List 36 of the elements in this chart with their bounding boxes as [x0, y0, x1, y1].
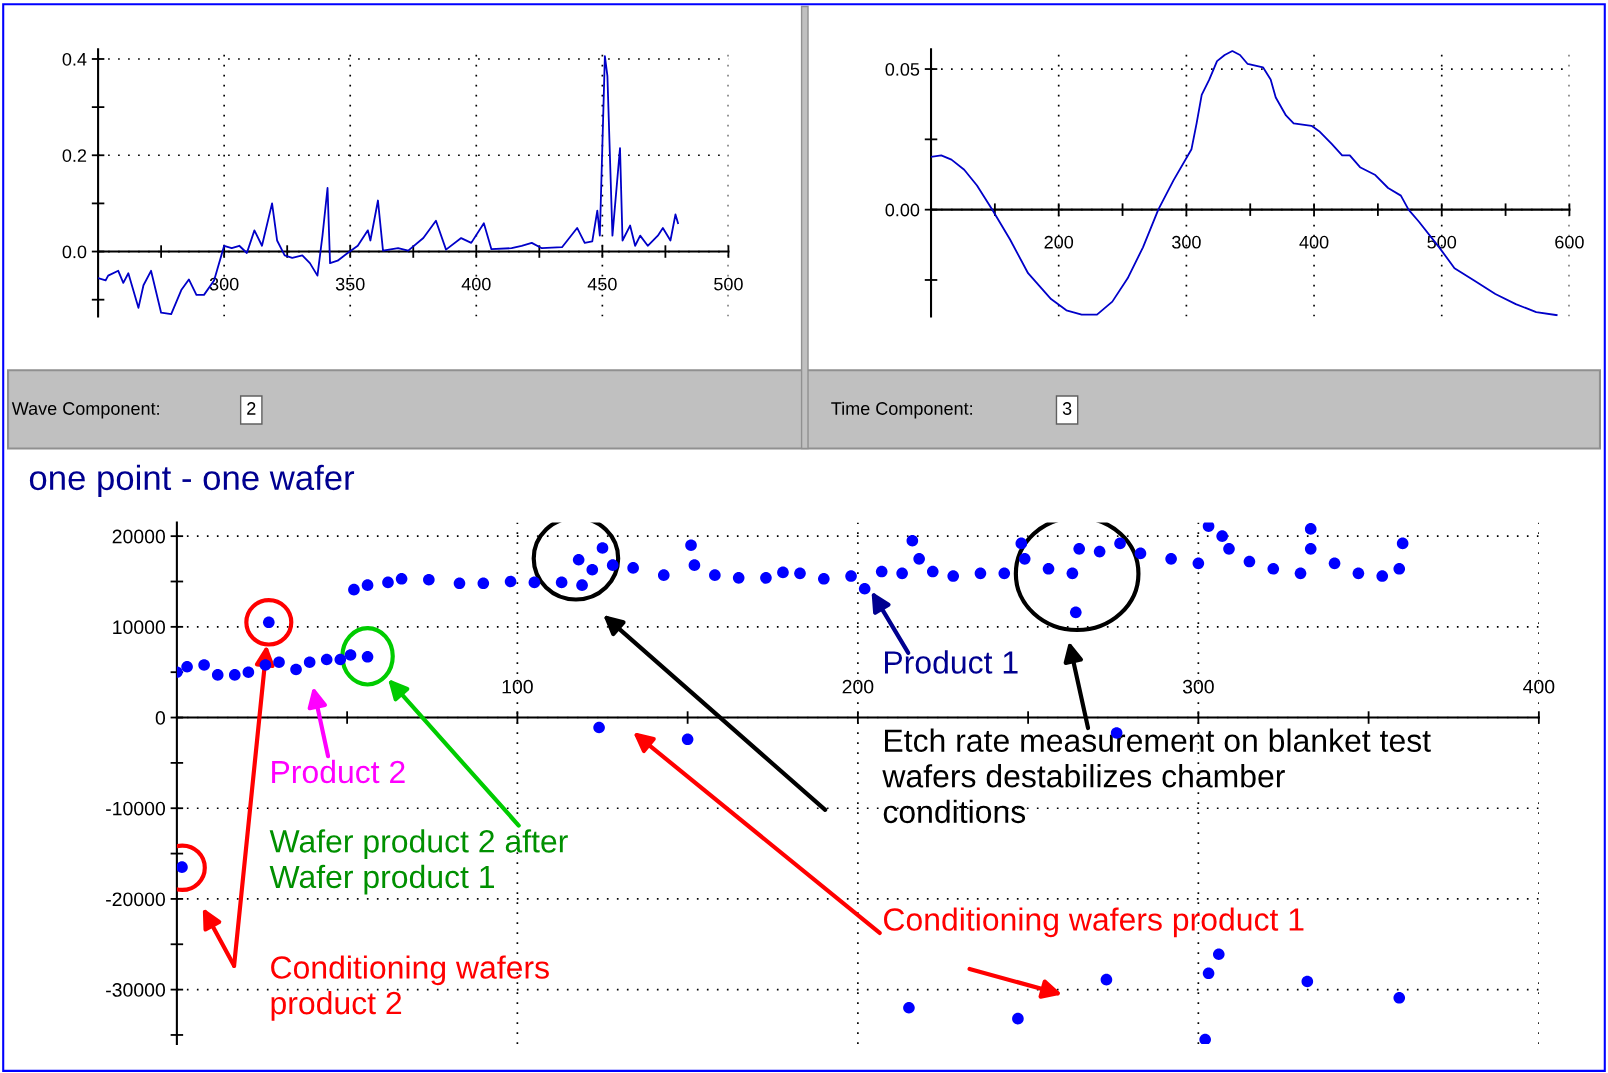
y-tick-label: -10000	[106, 801, 166, 816]
x-tick-label: 200	[1044, 235, 1074, 249]
annotation: Conditioning wafers product 1	[884, 907, 1304, 938]
annotation: Product 2	[272, 759, 405, 784]
y-tick-label: 0.05	[885, 62, 920, 76]
y-tick-label: 20000	[112, 529, 166, 544]
x-tick-label: 450	[587, 277, 617, 291]
x-tick-label: 100	[502, 679, 533, 694]
x-tick-label: 500	[714, 277, 743, 291]
x-tick-label: 400	[1523, 679, 1555, 694]
chart-title: one point - one wafer	[29, 464, 355, 498]
x-tick-label: 300	[1182, 679, 1214, 694]
y-tick-label: 0.2	[62, 149, 87, 162]
x-tick-label: 350	[335, 277, 365, 291]
text: Time Component:	[831, 401, 972, 419]
x-tick-label: 300	[209, 277, 239, 291]
annotation: Conditioning wafers product 2	[271, 955, 549, 1021]
annotation: Wafer product 2 after Wafer product 1	[269, 829, 568, 895]
y-tick-label: 0	[155, 711, 166, 725]
y-tick-label: 0.00	[885, 203, 920, 217]
x-tick-label: 300	[1172, 235, 1201, 249]
text: 3	[1062, 402, 1072, 415]
annotation: Product 1	[885, 650, 1018, 674]
x-tick-label: 400	[461, 277, 491, 291]
text: Wave Component:	[11, 402, 159, 419]
x-tick-label: 200	[842, 679, 874, 694]
y-tick-label: 10000	[113, 620, 166, 635]
y-tick-label: -20000	[106, 892, 166, 907]
line-series	[98, 55, 679, 316]
x-tick-label: 600	[1555, 235, 1584, 249]
y-tick-label: 0.0	[62, 245, 87, 259]
annotation: Etch rate measurement on blanket test wafers destabilizes chamber conditions	[882, 728, 1431, 824]
x-tick-label: 400	[1299, 235, 1329, 249]
text: 2	[247, 402, 256, 415]
y-tick-label: 0.4	[62, 52, 87, 66]
y-tick-label: -30000	[106, 983, 166, 997]
